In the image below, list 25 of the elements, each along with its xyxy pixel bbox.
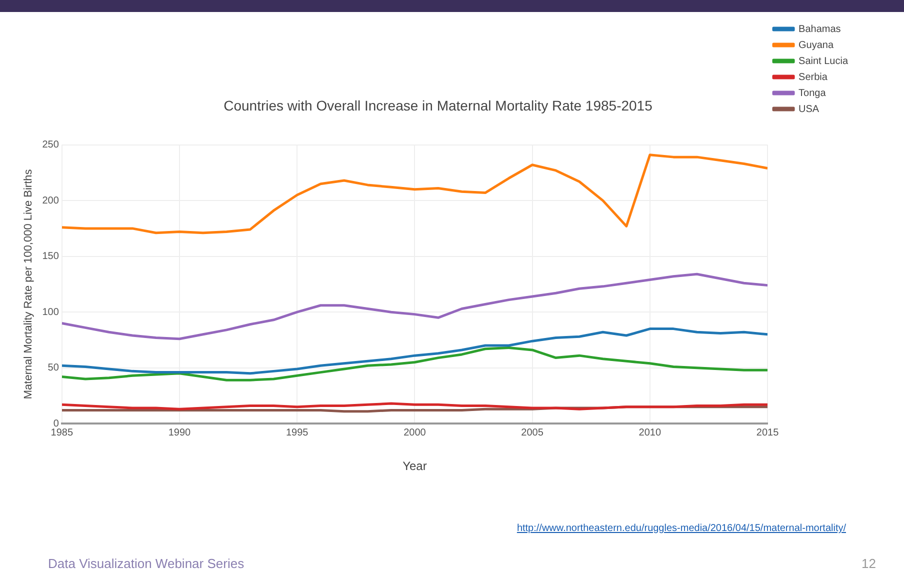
y-tick-label: 0 [53, 418, 60, 430]
x-tick-label: 2000 [404, 427, 426, 438]
legend-label: Guyana [798, 40, 834, 51]
y-tick-label: 150 [42, 251, 60, 262]
y-axis-title: Maternal Mortality Rate per 100,000 Live Births [22, 168, 35, 400]
text: http://www.northeastern.edu/ruggles-media/2016/04/15/maternal-mortality/ [516, 523, 846, 534]
x-tick-label: 1985 [50, 427, 74, 438]
y-tick-label: 100 [42, 306, 60, 318]
legend-label: Saint Lucia [798, 56, 848, 67]
text: Data Visualization Webinar Series [48, 556, 244, 571]
x-axis-title: Year [402, 459, 427, 474]
x-tick-label: 2015 [756, 427, 780, 438]
x-tick-label: 1995 [286, 427, 309, 438]
y-tick-label: 50 [48, 362, 60, 374]
legend-label: USA [798, 104, 820, 115]
text: 12 [862, 556, 876, 571]
legend-label: Serbia [798, 72, 828, 83]
y-tick-label: 200 [42, 195, 60, 206]
x-tick-label: 1990 [168, 427, 192, 438]
legend-label: Tonga [798, 88, 826, 99]
legend-label: Bahamas [798, 24, 841, 35]
y-tick-label: 250 [42, 140, 60, 151]
chart-title: Countries with Overall Increase in Maternal Mortality Rate 1985-2015 [224, 97, 653, 114]
x-tick-label: 2010 [638, 427, 662, 438]
x-tick-label: 2005 [521, 427, 544, 438]
